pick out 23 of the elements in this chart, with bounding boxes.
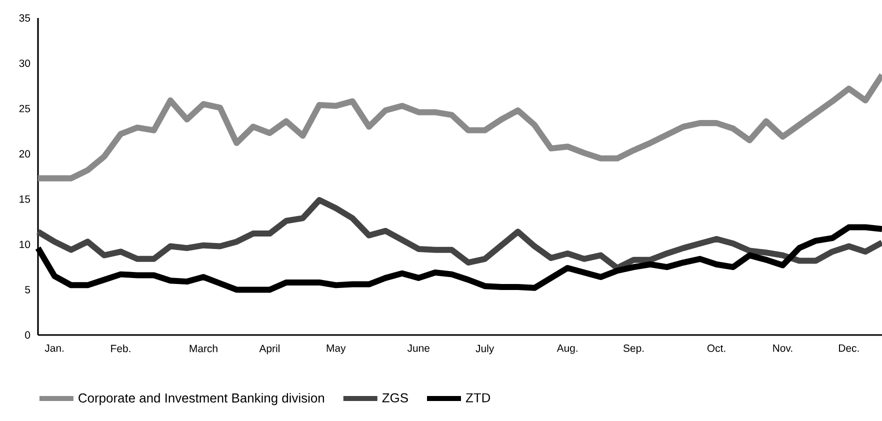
y-tick-label: 10 [20,240,30,248]
x-tick-label: Dec. [839,344,859,352]
y-tick-label: 5 [25,286,30,294]
x-tick-label: Aug. [556,344,578,354]
y-tick-label: 25 [19,104,30,112]
legend-label: Corporate and Investment Banking division [78,393,324,406]
y-tick-label: 30 [19,60,30,67]
y-tick-label: 20 [19,150,30,158]
y-tick-label: 35 [19,14,30,22]
x-tick-label: Oct. [707,344,726,352]
legend-label: ZTD [466,393,490,402]
x-tick-label: Jan. [44,344,64,352]
x-tick-label: Feb. [111,344,130,352]
y-tick-label: 15 [20,196,30,203]
x-tick-label: Sep. [623,344,644,354]
x-tick-label: July [476,344,494,354]
x-tick-label: April [259,344,280,354]
y-tick-label: 0 [25,331,30,339]
x-tick-label: May [326,344,346,354]
x-tick-label: June [407,344,430,352]
legend-label: ZGS [382,393,408,402]
x-tick-label: Nov. [773,344,792,352]
x-tick-label: March [190,344,218,352]
